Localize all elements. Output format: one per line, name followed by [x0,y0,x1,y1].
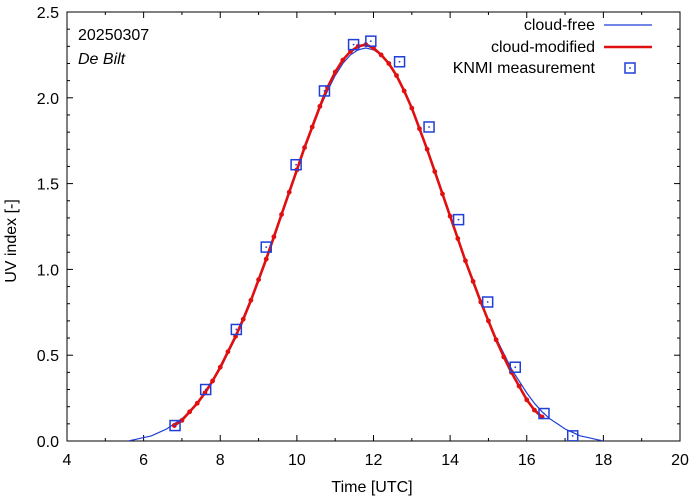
cloud-modified-point [417,126,422,132]
annotation-location: De Bilt [78,51,126,68]
knmi-measurement-dot [543,412,545,415]
knmi-measurement-dot [486,301,489,303]
y-tick-label: 1.0 [37,262,59,279]
data-series [128,35,604,441]
knmi-measurement-dot [369,40,372,43]
x-tick-label: 6 [139,452,148,469]
legend-label-cloud-free: cloud-free [524,17,595,34]
cloud-modified-point [516,383,522,389]
x-tick-label: 8 [216,452,225,469]
cloud-modified-point [248,297,254,303]
knmi-measurement-dot [352,43,355,46]
y-tick-label: 2.5 [37,5,59,22]
knmi-measurement-dot [323,90,326,92]
cloud-modified-point [302,145,307,150]
cloud-modified-point [432,169,438,174]
cloud-modified-point [401,88,407,94]
knmi-measurement-point [290,158,302,171]
knmi-measurement-dot [514,366,517,369]
knmi-measurement-point [566,430,579,441]
knmi-measurement-point [509,361,522,373]
axis-ticks: 4 6 8 10 12 14 16 18 20 0.0 0.5 1.0 1.5 2.0 2.5 [37,5,689,469]
knmi-measurement-dot [204,388,207,391]
cloud-modified-point [486,318,491,324]
cloud-modified-point [409,105,415,111]
cloud-modified-point [210,378,215,384]
cloud-modified-point [332,69,338,75]
legend-swatch-knmi-measurement [624,62,636,74]
knmi-measurement-point [452,213,465,226]
y-tick-label: 2.0 [37,91,59,108]
knmi-measurement-point [260,241,272,253]
cloud-modified-point [317,103,323,109]
cloud-modified-point [187,409,193,415]
y-tick-label: 0.0 [37,434,59,451]
y-tick-label: 0.5 [37,348,59,365]
cloud-modified-point [217,364,223,370]
cloud-modified-line [173,43,543,427]
cloud-modified-point [256,277,261,283]
x-tick-label: 18 [594,452,612,469]
cloud-modified-point [340,57,346,63]
legend-swatch-knmi-dot [629,67,631,69]
cloud-modified-point [386,61,392,66]
knmi-measurement-dot [265,246,268,248]
x-tick-label: 20 [671,452,689,469]
cloud-modified-point [470,279,476,284]
knmi-measurement-point [423,121,435,133]
knmi-measurement-point [230,323,243,336]
legend-label-cloud-modified: cloud-modified [491,39,595,56]
x-tick-label: 16 [518,452,536,469]
x-axis-label: Time [UTC] [331,479,412,496]
knmi-measurement-dot [295,163,298,166]
legend: cloud-free cloud-modified KNMI measureme… [453,17,652,77]
x-tick-label: 14 [441,452,459,469]
knmi-measurement-point [199,383,212,396]
y-tick-label: 1.5 [37,177,59,194]
knmi-measurement-dot [235,328,238,331]
cloud-modified-point [378,52,384,58]
x-tick-label: 12 [365,452,383,469]
series-group [128,35,604,441]
knmi-measurement-dot [174,424,176,427]
cloud-modified-point [271,234,277,240]
x-tick-label: 10 [288,452,306,469]
knmi-measurement-dot [457,218,460,221]
cloud-modified-point [532,407,537,413]
cloud-modified-point [394,73,399,78]
cloud-modified-point [455,236,461,241]
knmi-measurement-dot [571,434,574,437]
cloud-modified-point [501,354,507,360]
knmi-measurement-dot [398,60,401,63]
x-tick-label: 4 [63,452,72,469]
cloud-modified-point [194,400,200,406]
y-axis-label: UV index [-] [3,199,20,283]
knmi-measurement-point [365,35,377,47]
cloud-modified-point [463,258,468,264]
knmi-measurement-point [318,85,331,97]
cloud-modified-point [493,337,499,343]
knmi-measurement-dot [428,126,430,128]
cloud-modified-point [240,316,246,322]
cloud-modified-point [424,146,430,152]
cloud-free-line [128,47,604,441]
knmi-measurement-point [481,296,494,308]
cloud-modified-point [440,191,445,197]
legend-label-knmi-measurement: KNMI measurement [453,60,596,77]
cloud-modified-point [309,124,315,130]
knmi-measurement-point [538,407,550,420]
cloud-modified-point [279,212,284,217]
cloud-modified-point [263,256,269,262]
knmi-measurement-point [347,38,360,51]
cloud-modified-point [447,213,453,219]
annotation-date: 20250307 [78,27,149,44]
cloud-modified-point [286,189,292,195]
cloud-modified-point [524,397,530,403]
knmi-measurement-point [393,56,406,68]
knmi-measurement-point [169,419,181,432]
cloud-modified-point [225,349,231,355]
